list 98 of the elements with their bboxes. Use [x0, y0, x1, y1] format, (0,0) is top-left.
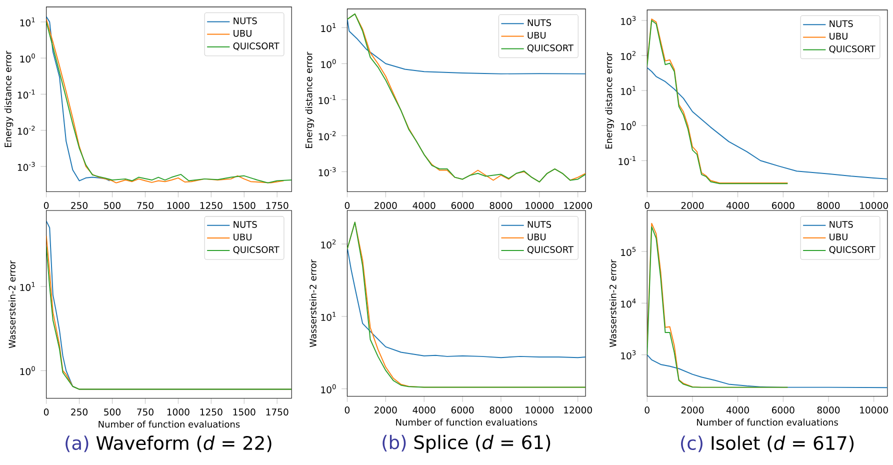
text: (b): [382, 435, 406, 452]
x-tick-label: 4000: [412, 406, 436, 414]
y-axis-title: Wasserstein-2 error: [309, 259, 316, 348]
y-tick-label: 10$^{-1}$: [18, 90, 35, 99]
x-tick-label: 1750: [266, 202, 288, 210]
y-tick-label: 10$^{-2}$: [18, 126, 35, 135]
x-tick-label: 0: [44, 408, 49, 416]
y-tick-label: 10$^{4}$: [621, 298, 636, 308]
x-tick-label: 6000: [772, 202, 794, 210]
y-tick-label: 10$^{0}$: [321, 384, 336, 394]
y-tick-label: 10$^{0}$: [20, 54, 35, 63]
x-tick-label: 6000: [451, 202, 474, 210]
y-tick-label: 10$^{-1}$: [318, 95, 336, 104]
legend-label: QUICSORT: [829, 246, 876, 254]
x-tick-label: 8000: [490, 406, 512, 414]
y-axis-title: Wasserstein-2 error: [8, 260, 16, 348]
x-tick-label: 0: [344, 406, 350, 414]
y-tick-label: 10$^{0}$: [20, 366, 35, 376]
legend-label: QUICSORT: [527, 246, 574, 254]
text: Isolet (d = 617): [712, 436, 854, 452]
y-tick-label: 10$^{3}$: [621, 350, 636, 360]
text: Waveform (d = 22): [96, 436, 272, 452]
legend-label: QUICSORT: [527, 44, 574, 52]
x-tick-label: 1000: [167, 408, 190, 416]
x-tick-label: 1500: [233, 408, 256, 416]
x-tick-label: 2000: [681, 202, 704, 210]
x-tick-label: 6000: [451, 406, 474, 414]
x-axis-title: Number of function evaluations: [98, 420, 240, 428]
x-tick-label: 0: [644, 406, 650, 414]
y-axis-title: Wasserstein-2 error: [609, 259, 616, 348]
x-tick-label: 4000: [726, 202, 749, 210]
y-tick-label: 10$^{5}$: [621, 247, 636, 256]
legend-label: UBU: [528, 234, 546, 240]
x-tick-label: 250: [71, 202, 88, 210]
x-tick-label: 4000: [726, 406, 749, 414]
x-tick-label: 0: [644, 202, 650, 210]
x-tick-label: 6000: [772, 406, 794, 414]
x-tick-label: 1000: [167, 202, 190, 210]
legend-label: UBU: [528, 32, 546, 39]
legend-label: NUTS: [234, 221, 257, 228]
legend-label: UBU: [830, 33, 848, 40]
x-tick-label: 8000: [490, 202, 512, 210]
y-tick-label: 10$^{1}$: [321, 312, 336, 322]
x-tick-label: 8000: [817, 406, 840, 414]
y-tick-label: 10$^{3}$: [621, 16, 636, 26]
legend-label: NUTS: [528, 221, 552, 228]
x-tick-label: 10000: [860, 406, 888, 414]
y-tick-label: 10$^{-3}$: [318, 167, 336, 176]
x-tick-label: 1250: [200, 202, 222, 210]
legend-label: NUTS: [234, 18, 257, 24]
x-tick-label: 2000: [374, 406, 397, 414]
legend-label: UBU: [234, 234, 252, 241]
legend-label: NUTS: [830, 20, 853, 28]
legend-label: QUICSORT: [233, 246, 280, 254]
x-tick-label: 10000: [860, 202, 888, 210]
text: (c): [681, 436, 702, 452]
text: Splice (d = 61): [414, 435, 550, 453]
x-tick-label: 500: [104, 408, 120, 416]
x-tick-label: 0: [44, 202, 49, 210]
y-tick-label: 10$^{-1}$: [618, 156, 636, 166]
x-tick-label: 250: [71, 408, 88, 416]
legend-label: QUICSORT: [829, 46, 876, 54]
y-tick-label: 10$^{-3}$: [18, 162, 35, 172]
y-axis-title: Energy distance error: [605, 52, 614, 149]
x-tick-label: 750: [137, 408, 154, 416]
text: (a): [66, 436, 88, 452]
legend-label: UBU: [234, 30, 252, 37]
x-tick-label: 1500: [233, 202, 256, 210]
x-tick-label: 1250: [200, 408, 222, 416]
y-tick-label: 10$^{2}$: [621, 51, 636, 60]
y-tick-label: 10$^{2}$: [321, 240, 336, 249]
x-tick-label: 4000: [412, 202, 436, 210]
y-tick-label: 10$^{1}$: [621, 86, 636, 96]
y-tick-label: 10$^{1}$: [20, 282, 35, 292]
y-tick-label: 10$^{0}$: [321, 59, 336, 68]
x-tick-label: 8000: [817, 202, 840, 210]
x-tick-label: 12000: [564, 406, 592, 414]
y-tick-label: 10$^{0}$: [621, 121, 636, 130]
legend-label: NUTS: [528, 19, 552, 26]
x-tick-label: 2000: [374, 202, 397, 210]
y-tick-label: 10$^{1}$: [20, 18, 35, 27]
y-tick-label: 10$^{1}$: [321, 23, 336, 32]
legend-label: NUTS: [830, 221, 853, 228]
y-tick-label: 10$^{-2}$: [318, 131, 336, 140]
legend-label: UBU: [830, 234, 848, 240]
x-tick-label: 12000: [564, 202, 592, 210]
x-tick-label: 750: [137, 202, 154, 210]
x-tick-label: 2000: [681, 406, 704, 414]
x-tick-label: 1750: [266, 408, 288, 416]
x-axis-title: Number of function evaluations: [396, 418, 538, 426]
y-axis-title: Energy distance error: [305, 52, 314, 148]
x-tick-label: 10000: [526, 202, 554, 210]
x-axis-title: Number of function evaluations: [697, 418, 838, 426]
legend-label: QUICSORT: [233, 42, 280, 51]
x-tick-label: 500: [104, 202, 120, 210]
x-tick-label: 10000: [526, 406, 554, 414]
y-axis-title: Energy distance error: [4, 50, 14, 148]
x-tick-label: 0: [344, 202, 350, 210]
